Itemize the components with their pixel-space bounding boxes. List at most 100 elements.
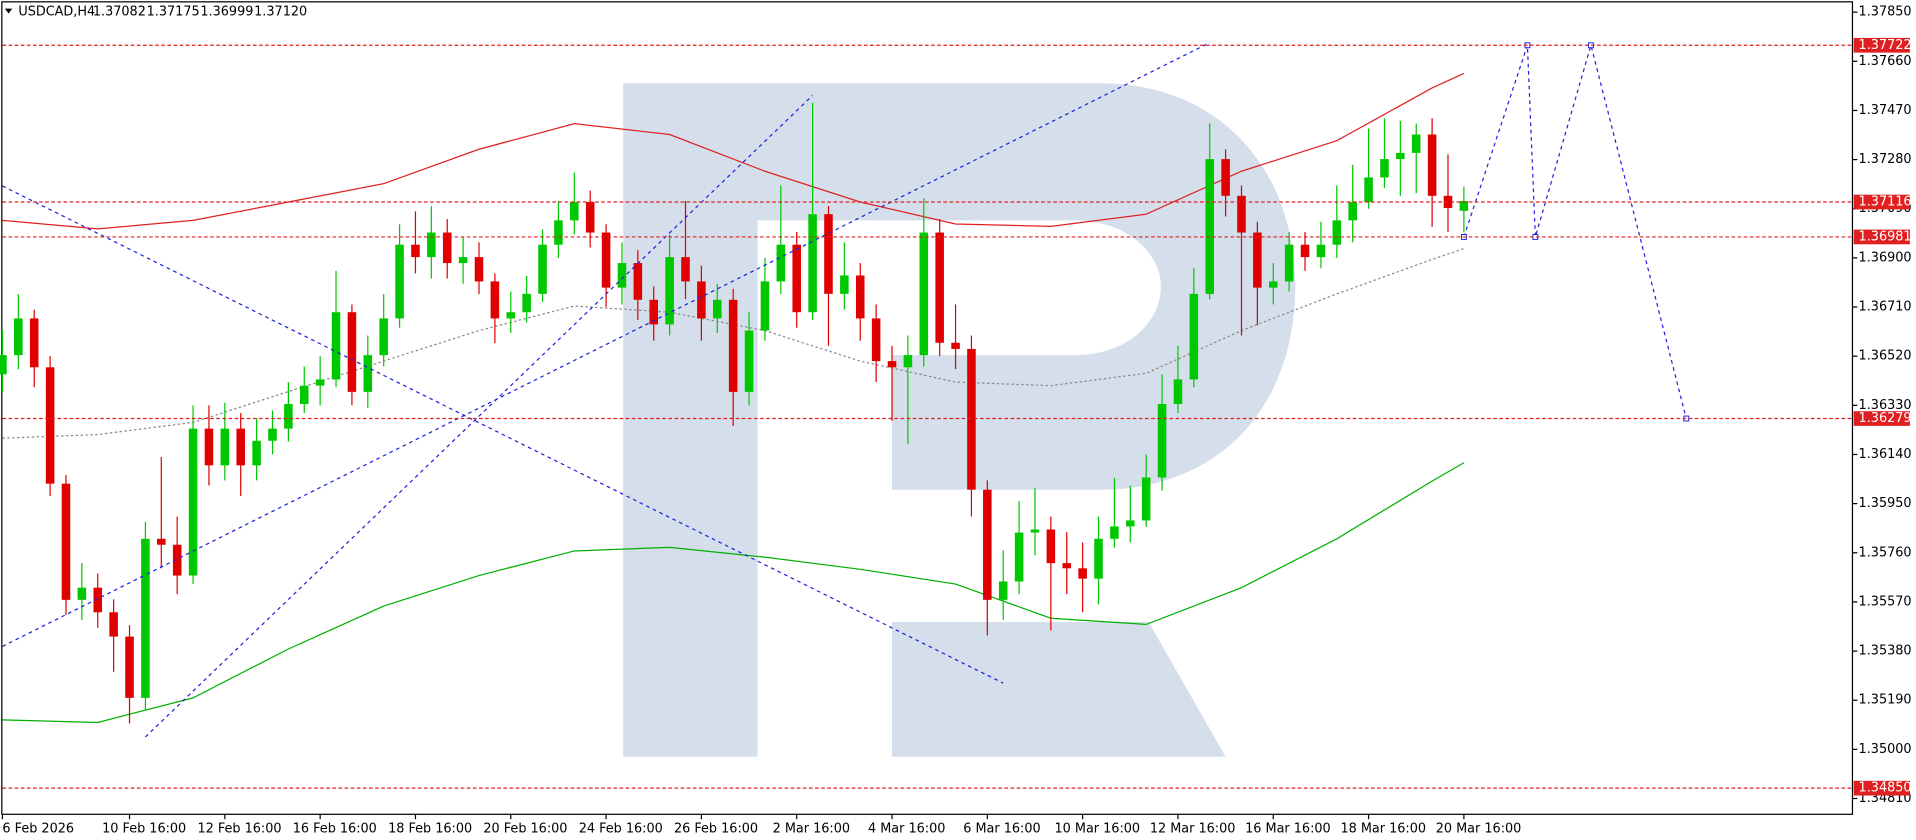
candle-body [1062, 563, 1072, 569]
x-tick-label: 20 Feb 16:00 [483, 821, 567, 836]
indicator-line [2, 72, 1465, 230]
candle-body [363, 355, 373, 392]
candle-body [855, 275, 865, 319]
candle-body [1189, 293, 1199, 380]
y-tick-label: 1.35190 [1859, 693, 1912, 708]
candle-body [1348, 202, 1357, 221]
candle-body [919, 232, 929, 356]
candle-body [29, 318, 39, 368]
candle-body [1237, 195, 1246, 233]
candle-body [967, 348, 976, 490]
candle-body [1205, 159, 1214, 294]
candle-body [824, 214, 833, 294]
level-label-box [1853, 780, 1910, 796]
candle-body [728, 299, 738, 392]
x-tick-label: 16 Mar 16:00 [1245, 821, 1331, 836]
x-tick-label: 10 Mar 16:00 [1055, 821, 1141, 836]
candle-body [903, 355, 913, 368]
level-label: 1.34850 [1859, 781, 1912, 796]
candle-body [935, 232, 944, 343]
x-tick-label: 12 Mar 16:00 [1150, 821, 1236, 836]
candle-body [427, 232, 436, 258]
y-tick-label: 1.35570 [1859, 594, 1912, 609]
candle-body [141, 538, 150, 698]
candle-body [760, 281, 770, 331]
candle-body [284, 404, 293, 429]
candle-body [633, 263, 643, 300]
candle-body [1078, 568, 1087, 579]
overlay-line [1463, 42, 1687, 419]
overlay-line [2, 42, 1210, 647]
candle-body [1141, 477, 1151, 521]
candle-body [871, 318, 881, 362]
x-tick-label: 16 Feb 16:00 [293, 821, 377, 836]
overlay-line [2, 185, 1004, 684]
candle-body [697, 281, 706, 319]
level-label: 1.37116 [1859, 195, 1912, 210]
candle-body [252, 440, 261, 466]
candle-body [220, 428, 230, 466]
candle-body [411, 244, 420, 258]
candle-body [1427, 134, 1437, 196]
candle-body [1380, 159, 1389, 178]
candle-body [1459, 200, 1469, 211]
watermark [623, 83, 1296, 757]
x-tick-label: 26 Feb 16:00 [674, 821, 758, 836]
candle-body [77, 587, 87, 600]
candle-body [1300, 244, 1310, 258]
candle-body [1094, 538, 1103, 579]
candle-body [840, 275, 849, 294]
plot-frame [1, 1, 1854, 815]
menu-triangle [4, 8, 13, 14]
candle-body [554, 220, 563, 245]
x-tick-label: 18 Feb 16:00 [388, 821, 472, 836]
candle-body [61, 483, 71, 600]
candle-body [204, 428, 214, 466]
candle-body [983, 489, 992, 600]
candle-body [776, 244, 786, 282]
candle-body [395, 244, 404, 319]
header-value: 1.37082 [93, 5, 146, 20]
candle-body [1268, 281, 1278, 288]
candle-body [188, 428, 198, 576]
candle-body [665, 257, 674, 325]
candle-body [998, 581, 1008, 600]
candle-body [522, 293, 531, 313]
x-tick-label: 12 Feb 16:00 [197, 821, 281, 836]
candle-body [1332, 220, 1342, 245]
y-tick-label: 1.35760 [1859, 545, 1912, 560]
candle-body [490, 281, 500, 319]
candle-body [1284, 244, 1294, 282]
x-tick-label: 6 Feb 2026 [2, 821, 74, 836]
candle-body [585, 202, 595, 233]
candle-body [172, 544, 182, 576]
candle-body [1030, 529, 1040, 533]
watermark-r [623, 83, 1296, 757]
candle-body [601, 232, 611, 288]
candle-body [713, 299, 722, 319]
candle-body [379, 318, 388, 356]
candle-body [1396, 152, 1405, 160]
header-value: 1.37120 [254, 5, 307, 20]
candle-body [792, 244, 801, 313]
header-value: 1.36999 [200, 5, 253, 20]
candle-body [1014, 532, 1024, 582]
y-tick-label: 1.37850 [1859, 5, 1912, 20]
candle-body [744, 330, 754, 392]
candle-body [1411, 134, 1421, 153]
candle-body [538, 244, 547, 294]
candle-body [474, 257, 484, 282]
candle-body [315, 379, 325, 386]
y-tick-label: 1.36900 [1859, 250, 1912, 265]
y-tick-label: 1.35000 [1859, 742, 1912, 757]
candle-body [458, 257, 468, 264]
y-tick-label: 1.35380 [1859, 644, 1912, 659]
y-tick-label: 1.36710 [1859, 300, 1912, 315]
y-tick-label: 1.36140 [1859, 447, 1912, 462]
candle-body [951, 342, 960, 349]
y-tick-label: 1.35950 [1859, 496, 1912, 511]
candle-body [1173, 379, 1183, 405]
candle-body [125, 636, 134, 698]
y-tick-label: 1.37470 [1859, 103, 1912, 118]
